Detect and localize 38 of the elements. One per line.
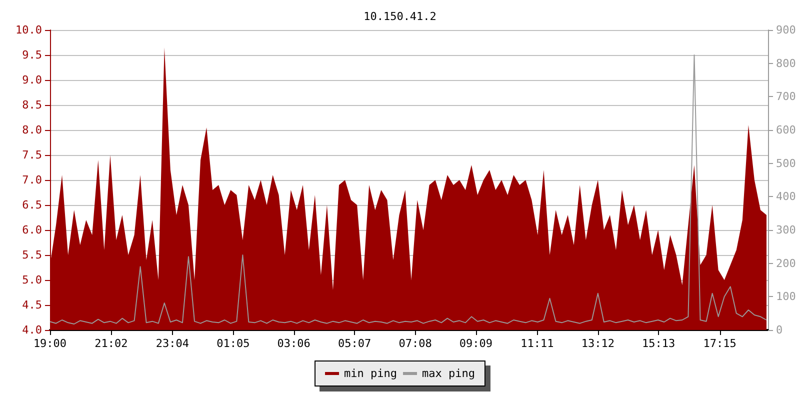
y-tick-label: 5.0: [22, 274, 42, 286]
y-tick-label: 8.0: [22, 124, 42, 136]
x-tick-label: 11:11: [520, 337, 554, 350]
y2-tick-label: 400: [776, 190, 796, 204]
x-tick-label: 15:13: [642, 337, 676, 350]
y-tick-label: 4.0: [22, 324, 42, 336]
y-tick-label: 6.5: [22, 198, 42, 212]
x-tick-label: 21:02: [94, 337, 128, 350]
y2-tick-label: 800: [776, 56, 796, 70]
x-tick-label: 17:15: [703, 337, 736, 350]
x-tick-label: 23:04: [156, 337, 190, 350]
x-tick-label: 07:08: [398, 337, 432, 350]
x-tick-label: 09:09: [459, 337, 493, 350]
y-tick-label: 8.5: [22, 98, 42, 112]
y2-tick-label: 500: [776, 156, 796, 170]
y2-tick-label: 100: [776, 290, 796, 304]
legend-label: min ping: [344, 367, 398, 380]
y-tick-label: 6.0: [22, 224, 42, 236]
y-tick-label: 7.5: [22, 148, 42, 162]
legend-label: max ping: [422, 367, 475, 380]
chart-title: 10.150.41.2: [364, 10, 436, 23]
x-tick-label: 01:05: [216, 337, 250, 350]
y2-tick-label: 200: [776, 256, 796, 270]
y-tick-label: 7.0: [22, 174, 42, 186]
y-tick-label: 4.5: [22, 298, 42, 312]
y-tick-label: 9.5: [22, 48, 42, 62]
y2-tick-label: 300: [776, 224, 796, 236]
x-tick-label: 03:06: [277, 337, 310, 350]
y2-tick-label: 700: [776, 90, 796, 104]
y2-tick-label: 0: [776, 324, 783, 336]
x-tick-label: 19:00: [33, 337, 67, 350]
y-tick-label: 10.0: [16, 24, 42, 36]
y-tick-label: 5.5: [22, 248, 42, 262]
y2-tick-label: 600: [776, 124, 796, 136]
y2-tick-label: 900: [776, 24, 796, 36]
x-tick-label: 13:12: [581, 337, 614, 350]
x-tick-label: 05:07: [338, 337, 372, 350]
y-tick-label: 9.0: [22, 74, 42, 86]
